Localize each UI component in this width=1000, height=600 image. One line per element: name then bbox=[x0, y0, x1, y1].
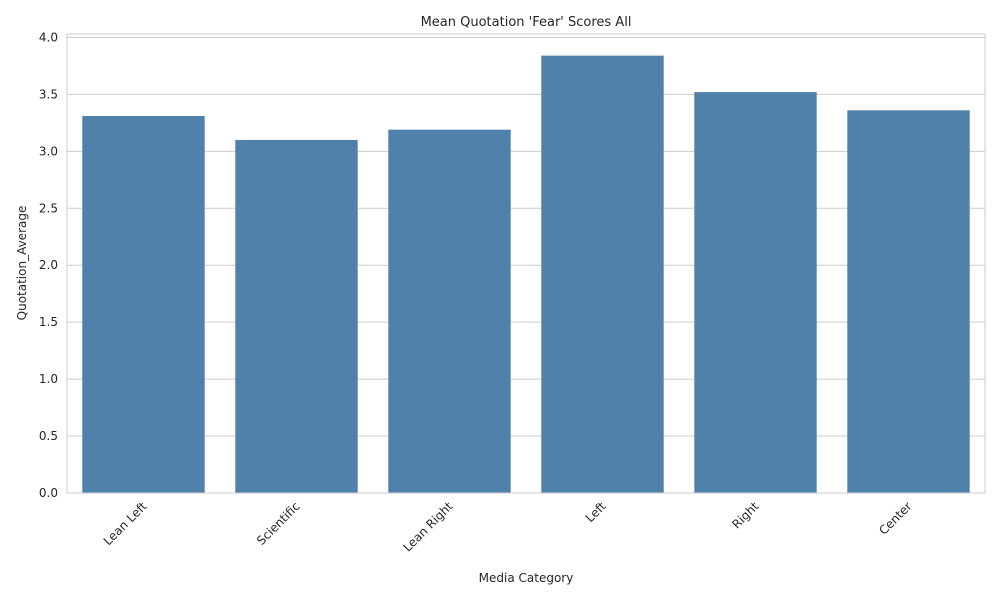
x-axis-label: Media Category bbox=[479, 571, 574, 585]
bar-layer bbox=[82, 55, 970, 494]
y-tick-label: 2.0 bbox=[39, 258, 58, 272]
bar-scientific bbox=[235, 139, 358, 493]
y-tick-label: 3.5 bbox=[39, 87, 58, 101]
y-tick-layer: 0.0 0.5 1.0 1.5 2.0 2.5 3.0 3.5 4.0 bbox=[39, 30, 58, 500]
x-tick-layer: Lean Left Scientific Lean Right Left Right Ce… bbox=[101, 499, 915, 555]
bar-lean-right bbox=[388, 129, 511, 493]
x-tick-label: Left bbox=[583, 499, 609, 525]
y-tick-label: 0.0 bbox=[39, 486, 58, 500]
bar-right bbox=[694, 92, 817, 493]
plot-frame bbox=[66, 33, 986, 494]
x-tick-label: Lean Left bbox=[101, 499, 150, 548]
y-tick-label: 0.5 bbox=[39, 429, 58, 443]
x-tick-label: Lean Right bbox=[400, 499, 456, 555]
chart-title: Mean Quotation 'Fear' Scores All bbox=[421, 15, 632, 30]
bar-left bbox=[541, 55, 664, 493]
x-tick-label: Center bbox=[876, 499, 915, 538]
bar-lean-left bbox=[82, 116, 205, 494]
y-tick-label: 2.5 bbox=[39, 201, 58, 215]
y-tick-label: 1.5 bbox=[39, 315, 58, 329]
y-axis-label: Quotation_Average bbox=[15, 206, 29, 321]
x-tick-label: Scientific bbox=[254, 499, 303, 548]
y-tick-label: 3.0 bbox=[39, 144, 58, 158]
grid-layer bbox=[67, 36, 985, 494]
y-tick-label: 1.0 bbox=[39, 372, 58, 386]
x-tick-label: Right bbox=[729, 499, 761, 531]
bar-center bbox=[847, 110, 970, 493]
y-tick-label: 4.0 bbox=[39, 30, 58, 44]
